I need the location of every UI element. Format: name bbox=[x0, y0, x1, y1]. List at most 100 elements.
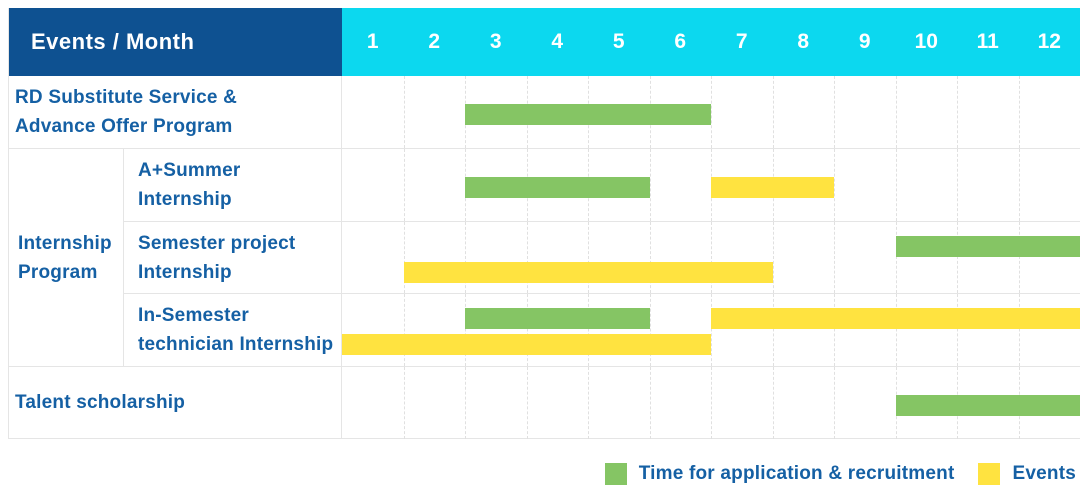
month-gridline bbox=[526, 221, 528, 294]
month-label-6: 6 bbox=[674, 30, 687, 53]
month-gridline bbox=[834, 149, 835, 221]
month-label-2: 2 bbox=[428, 30, 441, 53]
month-gridline bbox=[895, 149, 897, 221]
recruitment-bar bbox=[465, 177, 650, 199]
month-gridline bbox=[403, 366, 405, 439]
month-label-5: 5 bbox=[612, 30, 625, 53]
row-label-text: RD Substitute Service & Advance Offer Pr… bbox=[15, 87, 238, 138]
month-gridline bbox=[526, 294, 528, 366]
row-in-semester-technician-internship: In-Semester technician Internship bbox=[124, 294, 1080, 366]
month-label-4: 4 bbox=[551, 30, 564, 53]
month-gridline bbox=[957, 221, 958, 294]
month-gridline bbox=[711, 221, 712, 294]
events-bar bbox=[711, 308, 1080, 330]
chart-row-in-semester-technician bbox=[342, 294, 1080, 366]
month-gridline bbox=[772, 294, 774, 366]
row-label-text: Semester project Internship bbox=[138, 232, 296, 283]
table-body: RD Substitute Service & Advance Offer Pr… bbox=[9, 76, 1080, 439]
month-gridline bbox=[895, 76, 897, 149]
month-gridline bbox=[649, 221, 651, 294]
chart-row-talent-scholarship bbox=[342, 366, 1080, 439]
internship-program-subrows: A+Summer Internship Semester project Int… bbox=[124, 149, 1080, 366]
month-gridline bbox=[895, 221, 897, 294]
group-label-text: Internship Program bbox=[18, 232, 112, 283]
month-gridline bbox=[1018, 294, 1020, 366]
recruitment-bar bbox=[895, 394, 1080, 416]
recruitment-color-swatch bbox=[604, 463, 627, 485]
header-title-text: Events / Month bbox=[31, 29, 195, 54]
month-label-9: 9 bbox=[858, 30, 871, 53]
month-gridline bbox=[834, 366, 835, 439]
legend-label-recruitment: Time for application & recruitment bbox=[638, 463, 955, 484]
month-gridline bbox=[834, 221, 835, 294]
month-header-row: 1 2 3 4 5 6 7 8 9 10 11 12 bbox=[342, 8, 1080, 76]
legend-label-events: Events bbox=[1012, 463, 1076, 484]
month-label-1: 1 bbox=[366, 30, 379, 53]
row-label-text: A+Summer Internship bbox=[138, 159, 241, 210]
chart-row-rd-substitute bbox=[342, 76, 1080, 149]
month-gridline bbox=[834, 294, 835, 366]
month-gridline bbox=[1018, 76, 1020, 149]
month-gridline bbox=[649, 149, 651, 221]
row-talent-scholarship: Talent scholarship bbox=[9, 366, 1080, 439]
month-gridline bbox=[957, 149, 958, 221]
events-month-gantt-table: Events / Month 1 2 3 4 5 6 7 8 9 10 11 12 RD Substi… bbox=[8, 8, 1080, 439]
month-label-10: 10 bbox=[914, 30, 938, 53]
recruitment-bar bbox=[465, 308, 650, 330]
group-label-internship-program: Internship Program bbox=[9, 149, 124, 366]
month-gridline bbox=[957, 294, 958, 366]
month-gridline bbox=[465, 366, 466, 439]
month-gridline bbox=[588, 221, 589, 294]
month-label-8: 8 bbox=[797, 30, 810, 53]
legend-item-recruitment: Time for application & recruitment bbox=[604, 463, 955, 485]
row-rd-substitute: RD Substitute Service & Advance Offer Pr… bbox=[9, 76, 1080, 150]
row-a-summer-internship: A+Summer Internship bbox=[124, 149, 1080, 222]
events-bar bbox=[403, 261, 773, 283]
table-header-row: Events / Month 1 2 3 4 5 6 7 8 9 10 11 12 bbox=[9, 8, 1080, 76]
month-gridline bbox=[403, 294, 405, 366]
row-label-talent-scholarship: Talent scholarship bbox=[9, 366, 342, 439]
month-gridline bbox=[403, 76, 405, 149]
chart-row-semester-project bbox=[342, 221, 1080, 294]
month-gridline bbox=[1018, 149, 1020, 221]
month-gridline bbox=[649, 294, 651, 366]
legend-item-events: Events bbox=[978, 463, 1076, 485]
events-bar bbox=[342, 334, 711, 356]
month-gridline bbox=[772, 366, 774, 439]
events-bar bbox=[711, 177, 834, 199]
legend: Time for application & recruitment Event… bbox=[604, 462, 1076, 486]
month-label-11: 11 bbox=[976, 30, 999, 53]
month-gridline bbox=[957, 76, 958, 149]
month-gridline bbox=[465, 294, 466, 366]
month-gridline bbox=[711, 76, 712, 149]
row-label-semester-project: Semester project Internship bbox=[124, 221, 342, 294]
month-gridline bbox=[1018, 221, 1020, 294]
month-gridline bbox=[465, 221, 466, 294]
month-gridline bbox=[711, 294, 712, 366]
internship-program-group: Internship Program A+Summer Internship S… bbox=[9, 149, 1080, 367]
row-label-text: In-Semester technician Internship bbox=[138, 305, 334, 356]
month-gridline bbox=[649, 366, 651, 439]
events-color-swatch bbox=[978, 463, 1001, 485]
month-gridline bbox=[711, 366, 712, 439]
row-semester-project-internship: Semester project Internship bbox=[124, 221, 1080, 295]
month-label-7: 7 bbox=[735, 30, 748, 53]
month-gridline bbox=[588, 294, 589, 366]
month-gridline bbox=[834, 76, 835, 149]
recruitment-bar bbox=[465, 104, 711, 125]
month-gridline bbox=[588, 366, 589, 439]
month-label-12: 12 bbox=[1037, 30, 1061, 53]
chart-row-a-summer bbox=[342, 149, 1080, 221]
month-gridline bbox=[772, 76, 774, 149]
row-label-in-semester-technician: In-Semester technician Internship bbox=[124, 294, 342, 366]
month-gridline bbox=[526, 366, 528, 439]
recruitment-bar bbox=[895, 235, 1080, 257]
month-gridline bbox=[403, 221, 405, 294]
header-events-month-cell: Events / Month bbox=[9, 8, 342, 76]
month-gridline bbox=[403, 149, 405, 221]
month-gridline bbox=[772, 221, 774, 294]
row-label-rd-substitute: RD Substitute Service & Advance Offer Pr… bbox=[9, 76, 342, 149]
row-label-a-summer: A+Summer Internship bbox=[124, 149, 342, 221]
month-gridline bbox=[895, 294, 897, 366]
